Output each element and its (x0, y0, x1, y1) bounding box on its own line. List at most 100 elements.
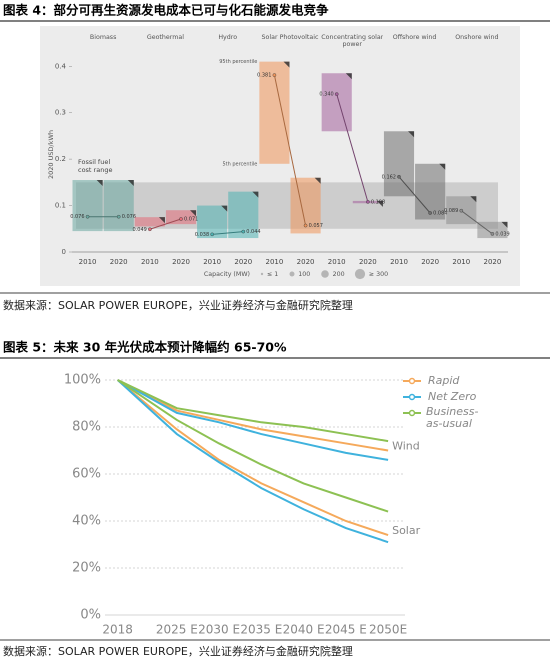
line (117, 379, 389, 452)
value-label: 0.076 (122, 214, 136, 220)
value-label: 0.162 (382, 174, 396, 180)
y-tick-label: 0.2 (55, 155, 66, 163)
line (117, 379, 389, 544)
box-corner (96, 180, 103, 187)
category-label-box: Hydro (218, 34, 238, 41)
x-tick-label: 2030 E (198, 623, 240, 637)
x-tick-label: 2020 (172, 258, 190, 266)
capacity-legend-label: 200 (333, 271, 345, 278)
range-box (415, 163, 446, 220)
category-label-box: Offshore wind (392, 34, 437, 41)
x-tick-label: 2045 E (325, 623, 367, 637)
range-box (383, 131, 415, 197)
legend-label-box: Business-as-usual (426, 406, 479, 430)
category-label-box: Onshore wind (455, 34, 499, 41)
legend-swatch-dot (408, 377, 416, 385)
value-dot (179, 217, 183, 221)
y-tick-label: 0.4 (55, 62, 67, 70)
group-label: Solar (392, 524, 421, 537)
category-label: Offshore wind (392, 34, 437, 41)
box-corner (158, 217, 165, 224)
y-axis-label: 2020 USD/kWh (47, 130, 55, 179)
capacity-legend-swatch (289, 271, 295, 277)
y-tick-label: 60% (72, 467, 101, 482)
line (117, 379, 389, 461)
box-corner (221, 205, 228, 212)
x-tick-label: 2020 (297, 258, 315, 266)
x-tick-label: 2010 (266, 258, 284, 266)
legend-swatch-dot (408, 393, 416, 401)
box-corner (376, 200, 383, 207)
capacity-legend-swatch (354, 268, 366, 280)
value-label: 0.084 (433, 211, 447, 217)
line (117, 379, 389, 513)
value-label: 0.381 (257, 73, 271, 79)
capacity-legend-title: Capacity (MW) (204, 271, 250, 278)
change-line (212, 231, 244, 235)
value-dot (241, 229, 246, 234)
group-label: Wind (392, 440, 420, 453)
value-label: 0.071 (184, 217, 198, 223)
line (117, 379, 389, 537)
legend-label: Net Zero (428, 390, 477, 403)
value-dot (490, 232, 495, 236)
percentile-label: 95th percentile (219, 59, 257, 65)
value-label: 0.340 (319, 92, 333, 98)
x-tick-label: 2025 E (156, 623, 198, 637)
box-corner (314, 177, 321, 184)
x-tick-label: 2010 (79, 258, 97, 266)
value-label: 0.038 (195, 232, 209, 238)
capacity-legend-label: ≥ 300 (369, 271, 388, 278)
change-line (149, 218, 182, 230)
category-label: Hydro (218, 34, 238, 41)
value-label: 0.057 (309, 223, 323, 229)
category-label-box: Biomass (90, 34, 116, 41)
range-box (477, 221, 508, 239)
source: 数据来源：SOLAR POWER EUROPE，兴业证券经济与金融研究院整理 (3, 298, 353, 312)
value-label: 0.076 (70, 214, 84, 220)
value-label: 0.049 (133, 227, 147, 233)
category-label: Onshore wind (455, 34, 499, 41)
x-tick-label: 2020 (359, 258, 377, 266)
y-tick-label: 20% (72, 561, 101, 576)
y-tick-label: 0% (80, 608, 101, 623)
legend-swatch-dot (408, 409, 416, 417)
x-tick-label: 2010 (390, 258, 408, 266)
box-corner (283, 61, 290, 68)
x-tick-label: 2035 E (240, 623, 282, 637)
box-corner (252, 191, 259, 198)
range-box (321, 73, 352, 132)
capacity-legend-swatch (321, 270, 329, 278)
value-dot (428, 211, 432, 215)
value-dot (334, 92, 339, 96)
x-tick-label: 2018 (102, 623, 133, 637)
x-tick-label: 2050E (369, 623, 407, 637)
fossil-range-label: Fossil fuel cost range (78, 159, 113, 174)
legend-label: Business-as-usual (426, 406, 479, 430)
category-label-box: Concentrating solar power (321, 34, 384, 49)
legend-label: Rapid (428, 374, 460, 387)
change-line (336, 94, 369, 202)
y-tick-label: 40% (72, 514, 101, 529)
figure-title: 图表 5：未来 30 年光伏成本预计降幅约 65-70% (3, 340, 287, 355)
x-tick-label: 2010 (141, 258, 159, 266)
box-corner (190, 210, 197, 217)
value-dot (116, 214, 121, 219)
category-label: Solar Photovoltaic (261, 34, 319, 41)
value-label: 0.039 (495, 231, 509, 237)
capacity-legend-label: ≤ 1 (267, 271, 278, 278)
value-dot (272, 73, 277, 77)
category-label: Concentrating solar power (321, 34, 384, 49)
box-corner (408, 131, 415, 138)
value-dot (366, 200, 370, 204)
category-label-box: Solar Photovoltaic (261, 34, 319, 41)
box-corner (127, 180, 134, 187)
range-box (103, 180, 134, 232)
change-line (398, 176, 431, 214)
value-dot (148, 227, 152, 232)
source: 数据来源：SOLAR POWER EUROPE，兴业证券经济与金融研究院整理 (3, 644, 353, 658)
change-line (273, 75, 307, 226)
capacity-legend-label: 100 (298, 271, 310, 278)
value-label: 0.108 (371, 199, 385, 205)
category-label: Geothermal (146, 34, 184, 41)
